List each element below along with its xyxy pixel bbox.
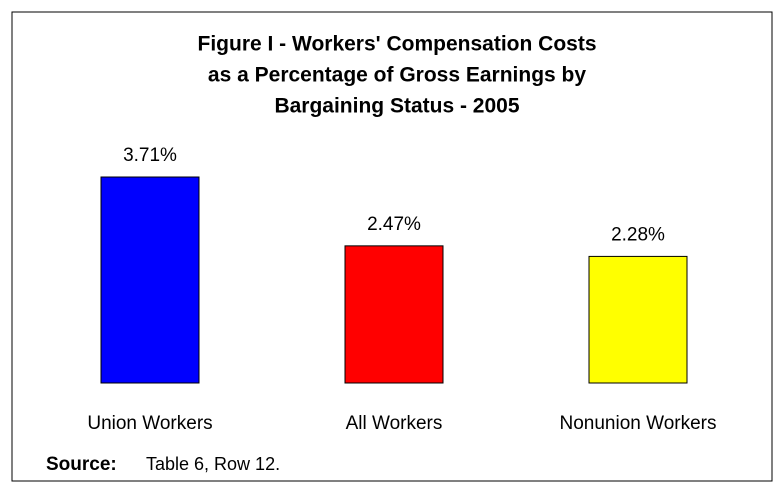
x-tick-label: Nonunion Workers [559, 413, 716, 434]
bar [100, 176, 200, 384]
chart-title: Bargaining Status - 2005 [274, 95, 519, 118]
chart-title: as a Percentage of Gross Earnings by [208, 64, 586, 87]
bar [588, 255, 688, 384]
value-label: 2.47% [367, 214, 421, 235]
chart-title: Figure I - Workers' Compensation Costs [198, 33, 597, 56]
source: Table 6, Row 12. [146, 454, 280, 474]
x-tick-label: All Workers [346, 413, 443, 434]
source-label: Source: [46, 454, 117, 475]
value-label: 3.71% [123, 145, 177, 166]
bar [344, 245, 444, 384]
x-tick-label: Union Workers [87, 413, 212, 434]
value-label: 2.28% [611, 224, 665, 245]
